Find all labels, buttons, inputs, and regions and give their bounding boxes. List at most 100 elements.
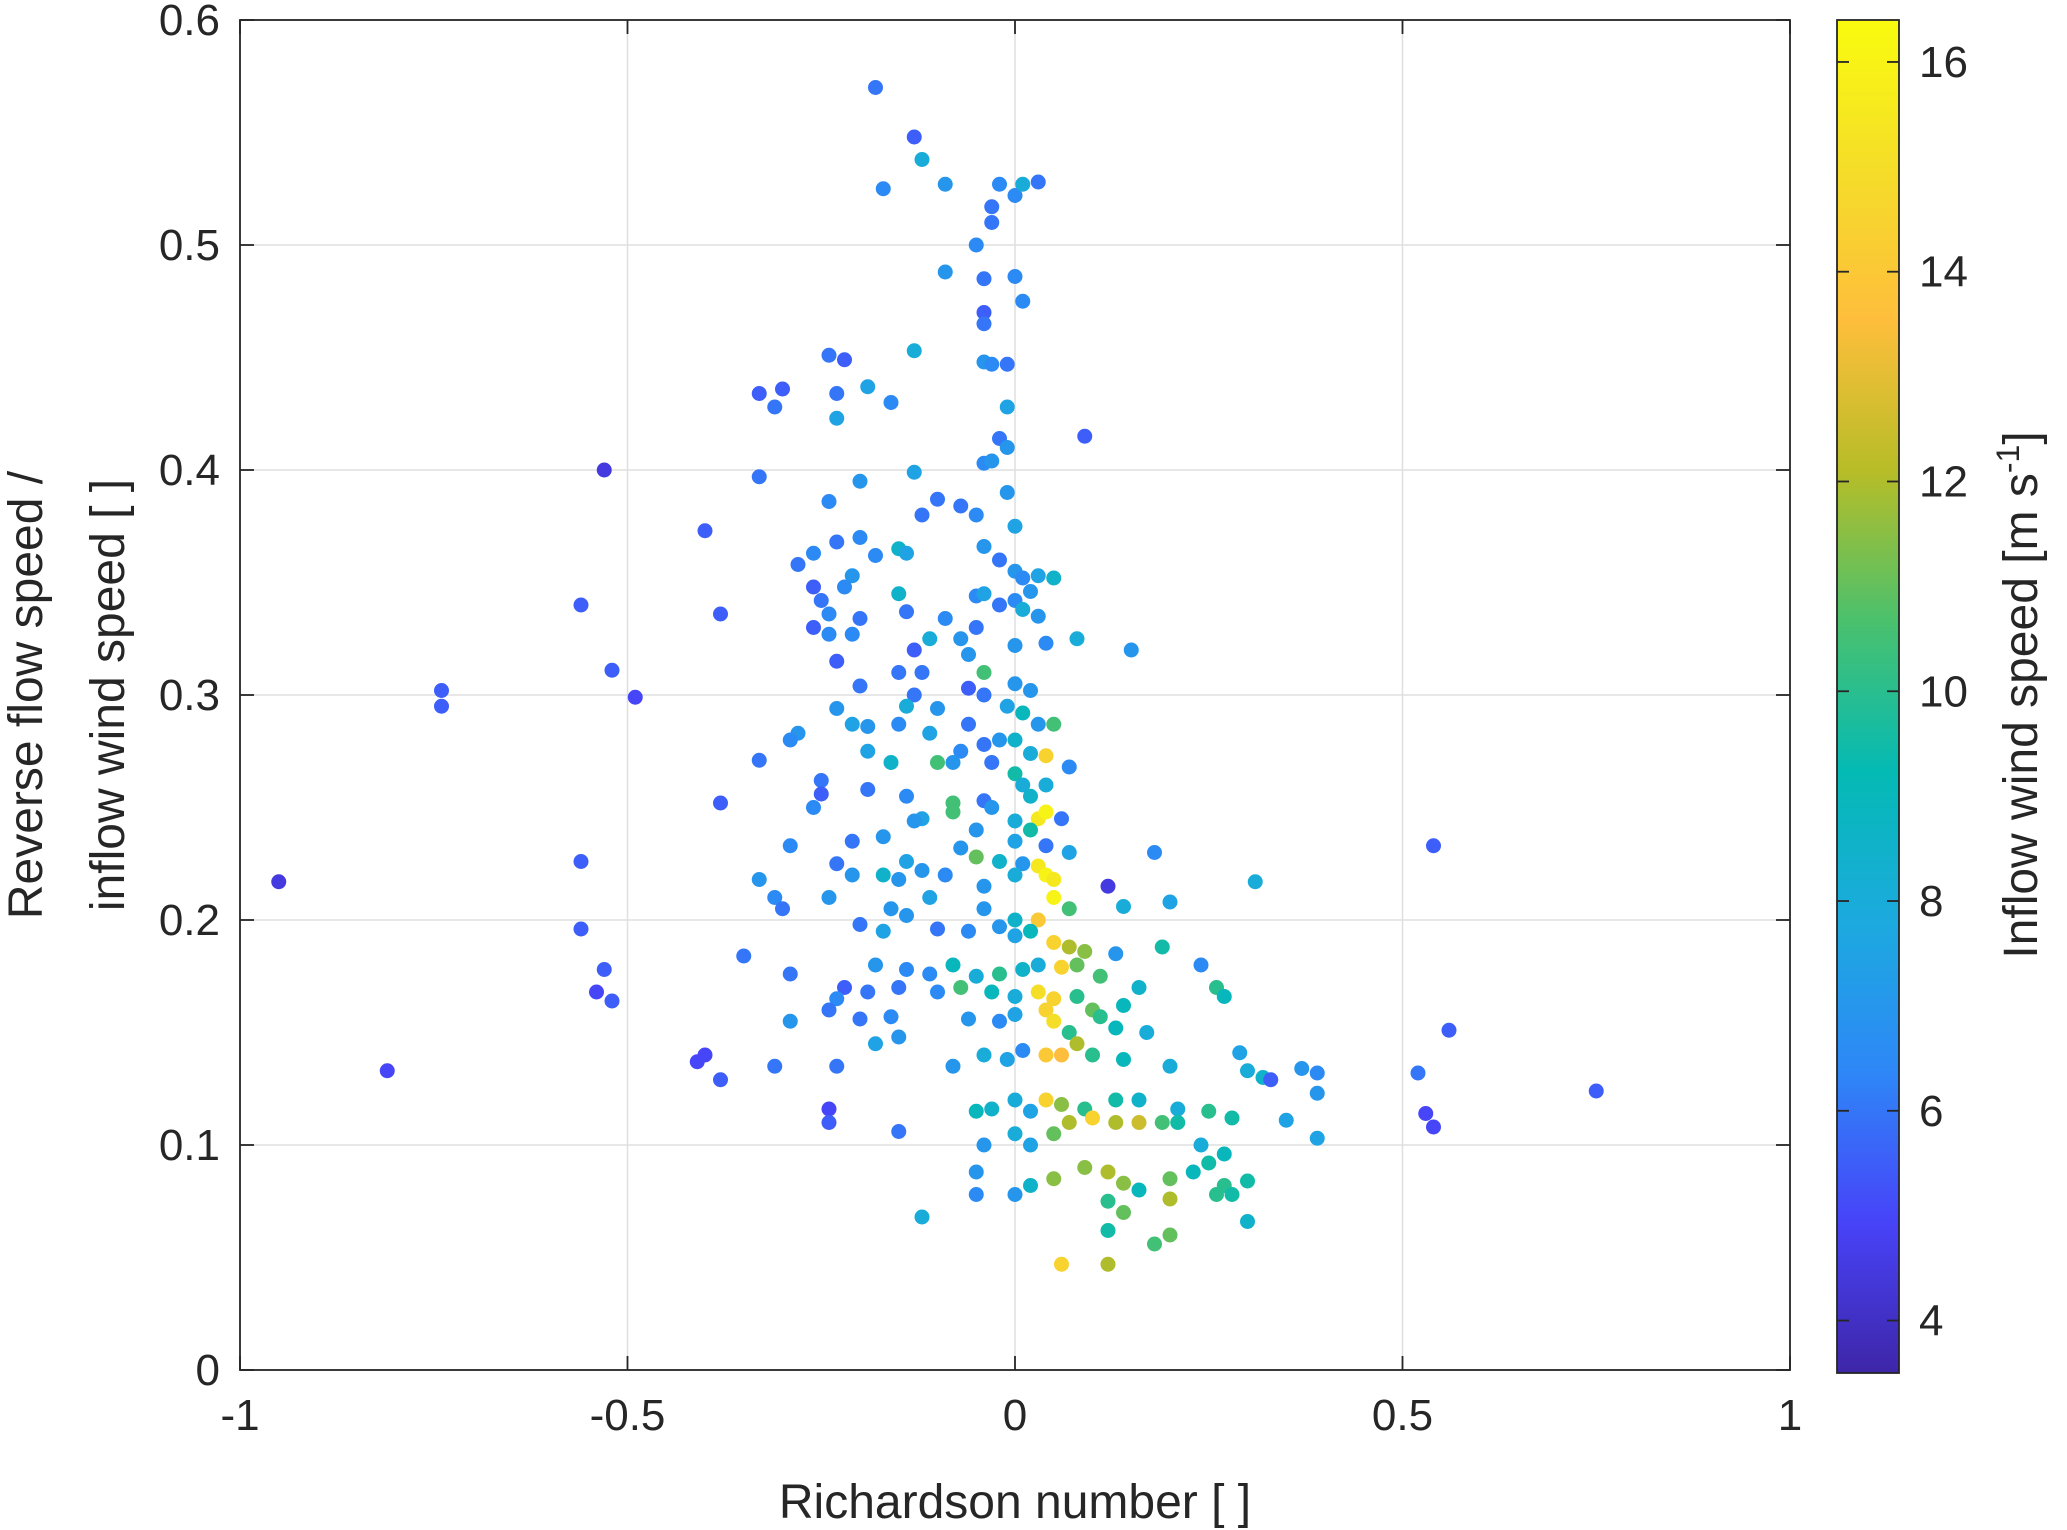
data-point — [1441, 1022, 1457, 1038]
y-axis-label-line-2: inflow wind speed [ ] — [82, 479, 135, 911]
data-point — [1046, 716, 1062, 732]
data-point — [968, 968, 984, 984]
data-point — [1038, 804, 1054, 820]
data-point — [1046, 1126, 1062, 1142]
data-point — [976, 316, 992, 332]
data-point — [992, 854, 1007, 869]
data-point — [1170, 1115, 1186, 1130]
data-point — [1108, 1115, 1124, 1130]
data-point — [899, 854, 914, 869]
data-point — [844, 626, 860, 642]
data-point — [821, 1101, 837, 1117]
data-point — [1240, 1173, 1255, 1189]
data-point — [821, 606, 837, 622]
data-point — [976, 878, 992, 894]
data-point — [875, 181, 891, 197]
data-point — [945, 957, 961, 973]
data-point — [1007, 269, 1023, 284]
data-point — [1015, 176, 1031, 192]
colorbar-tick-labels: 4 6 8 10 12 14 16 — [1919, 38, 1968, 1346]
data-point — [1023, 1103, 1038, 1119]
data-point — [1240, 1063, 1255, 1079]
data-point — [899, 788, 914, 804]
x-tick-label: 0.5 — [1372, 1391, 1433, 1440]
data-point — [1038, 777, 1054, 793]
data-point — [976, 271, 992, 287]
data-point — [1216, 989, 1232, 1004]
data-point — [891, 716, 907, 732]
data-point — [1426, 1119, 1441, 1135]
data-point — [937, 611, 953, 626]
data-point — [1116, 1205, 1131, 1220]
data-point — [984, 215, 1000, 230]
data-point — [1015, 705, 1031, 721]
colorbar-label-main: Inflow wind speed [m s — [1995, 473, 2048, 959]
data-point — [999, 440, 1015, 455]
data-point — [852, 678, 868, 694]
data-point — [1426, 838, 1441, 854]
data-point — [689, 1054, 705, 1070]
data-point — [1015, 293, 1031, 309]
data-point — [829, 701, 845, 716]
data-point — [1007, 833, 1023, 849]
data-point — [1100, 1164, 1116, 1180]
data-point — [976, 586, 992, 602]
data-point — [1030, 568, 1046, 584]
data-point — [860, 379, 876, 395]
data-point — [883, 1009, 899, 1025]
data-point — [813, 786, 829, 802]
axis-ticks — [239, 19, 1791, 1371]
data-point — [930, 984, 945, 1000]
data-point — [852, 1011, 868, 1027]
data-point — [976, 901, 992, 917]
data-point — [961, 716, 976, 732]
data-point — [1193, 1137, 1209, 1153]
data-point — [829, 410, 845, 426]
y-tick-label: 0.6 — [159, 0, 220, 45]
data-point — [906, 343, 922, 359]
data-point — [999, 698, 1015, 714]
data-point — [953, 840, 969, 856]
data-point — [1069, 989, 1085, 1004]
colorbar-ticks — [1837, 61, 1899, 1322]
data-point — [1023, 584, 1038, 599]
data-point — [1418, 1106, 1434, 1121]
x-tick-label: -1 — [220, 1391, 259, 1440]
data-point — [1139, 1025, 1155, 1040]
data-point — [844, 568, 860, 584]
data-point — [1131, 1092, 1147, 1108]
data-point — [961, 1011, 976, 1027]
data-point — [1162, 1191, 1178, 1207]
data-point — [968, 237, 984, 253]
data-point — [976, 737, 992, 752]
data-point — [992, 919, 1007, 935]
data-point — [1232, 1045, 1248, 1061]
data-point — [782, 1013, 798, 1029]
data-point — [1077, 944, 1093, 959]
colorbar-tick-label: 4 — [1919, 1297, 1943, 1346]
colorbar-tick-label: 14 — [1919, 248, 1968, 297]
data-point — [1023, 683, 1038, 698]
data-point — [852, 473, 868, 489]
data-point — [1046, 1013, 1062, 1029]
data-point — [1069, 1036, 1085, 1052]
data-point — [713, 606, 728, 622]
data-point — [961, 680, 976, 696]
y-tick-label: 0.1 — [159, 1121, 220, 1170]
data-point — [1309, 1130, 1325, 1146]
colorbar-label: Inflow wind speed [m s-1] — [1990, 431, 2048, 958]
x-tick-label: -0.5 — [590, 1391, 666, 1440]
data-point — [1054, 1097, 1069, 1112]
data-point — [1092, 1009, 1108, 1025]
data-point — [945, 1058, 961, 1074]
data-point — [953, 743, 969, 759]
data-point — [1085, 1047, 1100, 1063]
data-point — [1038, 838, 1054, 854]
data-point — [1224, 1187, 1240, 1202]
data-point — [1108, 1020, 1124, 1036]
data-point — [767, 1058, 783, 1074]
data-point — [945, 804, 961, 820]
data-point — [627, 689, 643, 705]
data-point — [984, 984, 1000, 1000]
